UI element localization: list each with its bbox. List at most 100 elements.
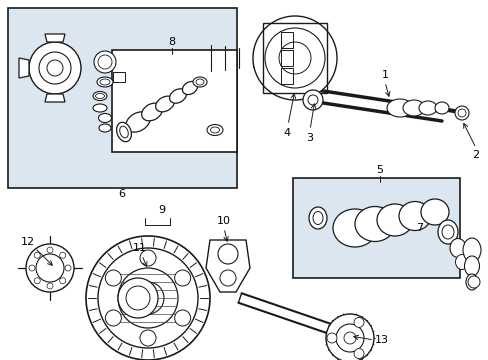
Ellipse shape bbox=[308, 207, 326, 229]
Circle shape bbox=[65, 265, 71, 271]
Text: 2: 2 bbox=[471, 150, 479, 160]
Text: 6: 6 bbox=[118, 189, 125, 199]
Polygon shape bbox=[19, 58, 29, 78]
Circle shape bbox=[29, 265, 35, 271]
Ellipse shape bbox=[93, 91, 107, 100]
Circle shape bbox=[353, 348, 363, 359]
Circle shape bbox=[174, 270, 190, 286]
Ellipse shape bbox=[464, 256, 479, 276]
Polygon shape bbox=[45, 94, 65, 102]
Circle shape bbox=[140, 290, 156, 306]
Ellipse shape bbox=[312, 212, 323, 225]
Bar bbox=[112, 50, 237, 152]
Ellipse shape bbox=[125, 112, 150, 132]
Bar bbox=[113, 72, 125, 82]
Ellipse shape bbox=[100, 79, 110, 85]
Circle shape bbox=[47, 247, 53, 253]
Ellipse shape bbox=[386, 99, 412, 117]
Circle shape bbox=[118, 268, 178, 328]
Circle shape bbox=[132, 282, 163, 314]
Ellipse shape bbox=[155, 96, 174, 112]
Circle shape bbox=[60, 252, 65, 258]
Bar bbox=[263, 23, 326, 93]
Circle shape bbox=[34, 278, 40, 284]
Text: 13: 13 bbox=[374, 335, 388, 345]
Circle shape bbox=[325, 314, 373, 360]
Ellipse shape bbox=[398, 202, 430, 230]
Ellipse shape bbox=[193, 77, 206, 87]
Polygon shape bbox=[45, 34, 65, 42]
Text: 12: 12 bbox=[21, 237, 35, 247]
Circle shape bbox=[47, 60, 63, 76]
Circle shape bbox=[279, 42, 310, 74]
Text: 5: 5 bbox=[376, 165, 383, 175]
Ellipse shape bbox=[98, 55, 112, 69]
Circle shape bbox=[26, 244, 74, 292]
Circle shape bbox=[467, 276, 479, 288]
Circle shape bbox=[34, 252, 40, 258]
Ellipse shape bbox=[95, 94, 104, 99]
Circle shape bbox=[457, 109, 465, 117]
Circle shape bbox=[218, 244, 238, 264]
Ellipse shape bbox=[206, 125, 223, 135]
Circle shape bbox=[36, 254, 64, 282]
Ellipse shape bbox=[376, 204, 412, 236]
Circle shape bbox=[29, 42, 81, 94]
Bar bbox=[281, 32, 292, 48]
Circle shape bbox=[118, 278, 158, 318]
Ellipse shape bbox=[441, 225, 453, 239]
Bar bbox=[281, 50, 292, 66]
Ellipse shape bbox=[418, 101, 436, 115]
Ellipse shape bbox=[142, 103, 162, 121]
Text: 11: 11 bbox=[133, 243, 147, 253]
Ellipse shape bbox=[454, 255, 468, 270]
Circle shape bbox=[326, 333, 336, 343]
Ellipse shape bbox=[97, 77, 113, 87]
Circle shape bbox=[174, 310, 190, 326]
Circle shape bbox=[126, 286, 150, 310]
Ellipse shape bbox=[210, 127, 219, 133]
Circle shape bbox=[86, 236, 209, 360]
Text: 3: 3 bbox=[306, 133, 313, 143]
Ellipse shape bbox=[116, 122, 131, 142]
Circle shape bbox=[353, 318, 363, 327]
Ellipse shape bbox=[434, 102, 448, 114]
Ellipse shape bbox=[93, 104, 107, 112]
Circle shape bbox=[140, 330, 156, 346]
Circle shape bbox=[454, 106, 468, 120]
Text: 4: 4 bbox=[283, 128, 290, 138]
Circle shape bbox=[98, 248, 198, 348]
Circle shape bbox=[105, 310, 121, 326]
Bar bbox=[8, 8, 237, 188]
Text: 8: 8 bbox=[168, 37, 175, 47]
Text: 10: 10 bbox=[217, 216, 230, 226]
Ellipse shape bbox=[99, 124, 111, 132]
Ellipse shape bbox=[332, 209, 376, 247]
Ellipse shape bbox=[98, 113, 111, 122]
Circle shape bbox=[303, 90, 323, 110]
Circle shape bbox=[335, 324, 363, 352]
Circle shape bbox=[343, 332, 355, 344]
Ellipse shape bbox=[120, 126, 128, 138]
Circle shape bbox=[105, 270, 121, 286]
Ellipse shape bbox=[182, 81, 197, 95]
Ellipse shape bbox=[169, 89, 186, 103]
Ellipse shape bbox=[402, 100, 424, 116]
Ellipse shape bbox=[94, 51, 116, 73]
Ellipse shape bbox=[420, 199, 448, 225]
Bar bbox=[281, 68, 292, 84]
Ellipse shape bbox=[196, 79, 203, 85]
Bar bbox=[292, 178, 459, 278]
Ellipse shape bbox=[449, 239, 465, 257]
Polygon shape bbox=[205, 240, 249, 292]
Circle shape bbox=[307, 95, 317, 105]
Circle shape bbox=[140, 250, 156, 266]
Ellipse shape bbox=[354, 207, 394, 242]
Circle shape bbox=[60, 278, 65, 284]
Circle shape bbox=[39, 52, 71, 84]
Ellipse shape bbox=[462, 238, 480, 262]
Ellipse shape bbox=[437, 220, 457, 244]
Circle shape bbox=[264, 28, 325, 88]
Text: 7: 7 bbox=[416, 223, 423, 233]
Ellipse shape bbox=[465, 274, 477, 290]
